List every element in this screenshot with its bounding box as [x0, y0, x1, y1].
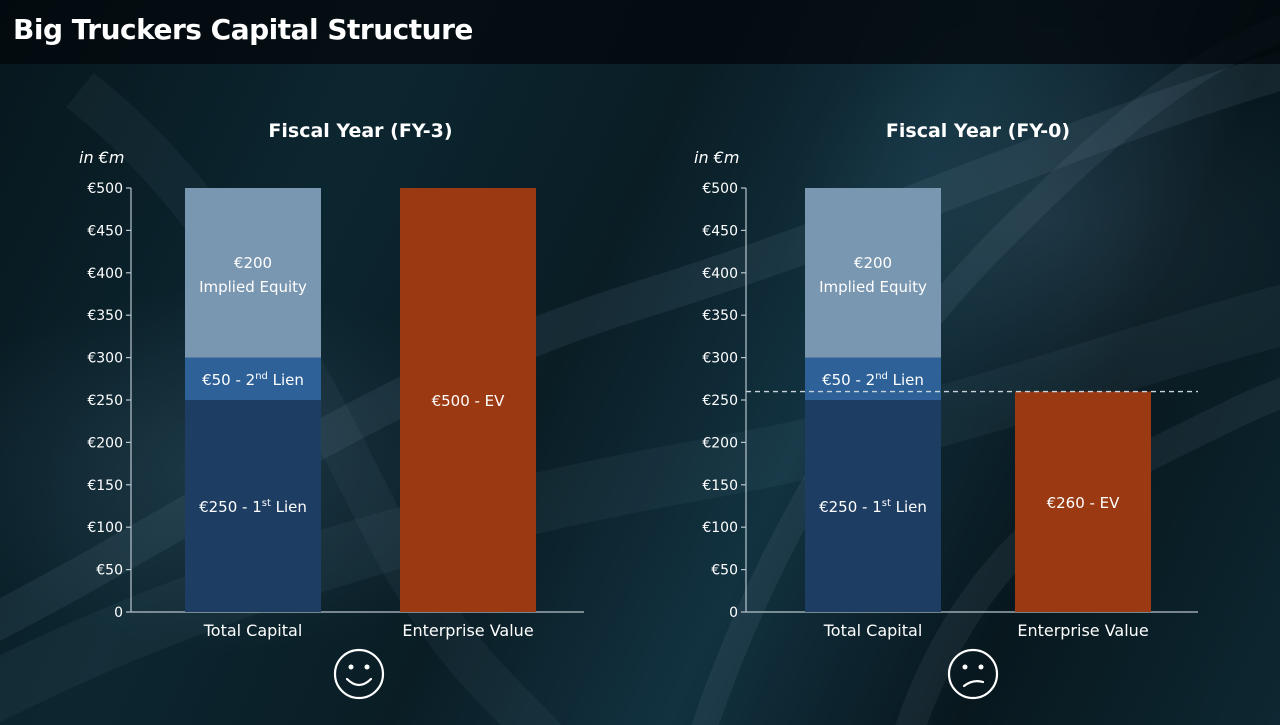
y-tick-label: €200	[702, 435, 738, 451]
y-tick-label: €250	[87, 393, 123, 409]
y-tick-label: €50	[711, 563, 738, 579]
segment-label: €260 - EV	[1047, 494, 1121, 512]
y-tick-label: €350	[87, 308, 123, 324]
y-tick-label: €350	[702, 308, 738, 324]
y-tick-label: €100	[702, 520, 738, 536]
y-tick-label: 0	[729, 605, 738, 621]
y-tick-label: €100	[87, 520, 123, 536]
segment-label-line2: Implied Equity	[199, 278, 307, 296]
unit-label: in €m	[694, 148, 739, 167]
bar-segment-first-lien	[805, 400, 941, 612]
segment-label: €50 - 2nd Lien	[822, 371, 924, 389]
chart-fy-0-svg: Fiscal Year (FY-0) in €m 0 €50 €100 €150 €200 €…	[694, 120, 1198, 700]
segment-label-line2: Implied Equity	[819, 278, 927, 296]
x-category-label: Total Capital	[203, 621, 303, 640]
unit-label: in €m	[79, 148, 124, 167]
segment-label: €200	[234, 254, 272, 272]
frown-icon	[947, 648, 999, 700]
chart-fy-0: Fiscal Year (FY-0) in €m 0 €50 €100 €150 €200 €…	[620, 0, 1260, 725]
y-tick-label: €500	[87, 181, 123, 197]
segment-label: €250 - 1st Lien	[819, 498, 927, 516]
y-tick-label: €450	[702, 223, 738, 239]
chart-title: Fiscal Year (FY-0)	[886, 120, 1070, 142]
bar-segment-ev	[1015, 391, 1151, 612]
y-tick-label: €400	[87, 266, 123, 282]
bar-segment-equity	[185, 188, 321, 358]
bar-segment-second-lien	[805, 357, 941, 400]
y-tick-label: €500	[702, 181, 738, 197]
y-tick-label: €200	[87, 435, 123, 451]
bar-segment-ev	[400, 188, 536, 612]
y-tick-label: €150	[702, 478, 738, 494]
chart-fy-3: Fiscal Year (FY-3) in €m 0 €50 €100 €150 €200 €…	[79, 120, 584, 700]
page-title: Big Truckers Capital Structure	[13, 13, 473, 46]
y-tick-label: €450	[87, 223, 123, 239]
segment-label: €500 - EV	[432, 392, 506, 410]
bar-segment-first-lien	[185, 400, 321, 612]
x-category-label: Enterprise Value	[1017, 621, 1148, 640]
y-tick-label: €250	[702, 393, 738, 409]
y-tick-label: €300	[702, 351, 738, 367]
chart-title: Fiscal Year (FY-3)	[268, 120, 452, 142]
y-tick-label: €150	[87, 478, 123, 494]
segment-label: €50 - 2nd Lien	[202, 371, 304, 389]
segment-label: €200	[854, 254, 892, 272]
smile-icon	[333, 648, 385, 700]
y-tick-label: €400	[702, 266, 738, 282]
chart-fy-3-svg: Fiscal Year (FY-3) in €m 0 €50 €100 €150 €200 €…	[79, 120, 584, 700]
segment-label: €250 - 1st Lien	[199, 498, 307, 516]
x-category-label: Total Capital	[823, 621, 923, 640]
x-category-label: Enterprise Value	[402, 621, 533, 640]
bar-segment-second-lien	[185, 357, 321, 400]
bar-segment-equity	[805, 188, 941, 358]
y-tick-label: 0	[114, 605, 123, 621]
y-tick-label: €50	[96, 563, 123, 579]
header-band	[0, 0, 1280, 64]
y-tick-label: €300	[87, 351, 123, 367]
